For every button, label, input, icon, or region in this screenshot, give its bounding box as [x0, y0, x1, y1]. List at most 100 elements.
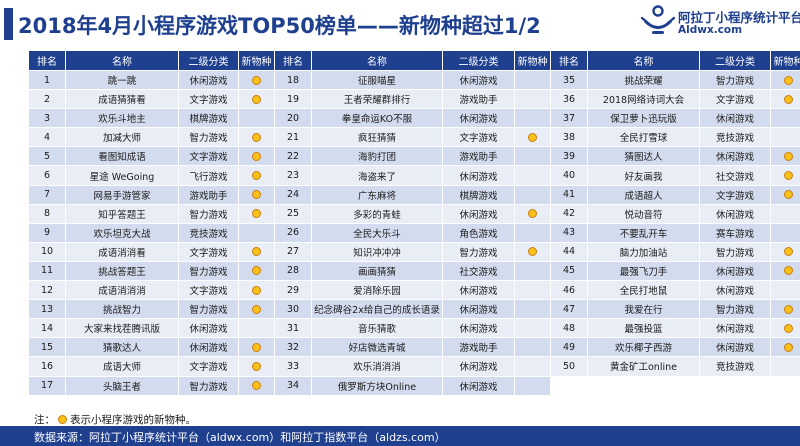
cell-new-species — [514, 356, 551, 377]
cell-rank: 12 — [28, 280, 66, 301]
cell-name: 多彩的青蛙 — [311, 203, 443, 224]
new-species-marker-icon — [252, 171, 261, 181]
cell-name: 疯狂猜猜 — [311, 127, 443, 148]
cell-new-species — [514, 89, 551, 110]
cell-rank: 33 — [274, 356, 312, 377]
cell-rank: 11 — [28, 260, 66, 282]
cell-new-species — [514, 375, 551, 396]
cell-new-species — [514, 222, 551, 243]
cell-category: 智力游戏 — [178, 127, 239, 148]
cell-category: 休闲游戏 — [442, 356, 515, 377]
cell-name: 全民打雪球 — [587, 127, 700, 148]
new-species-marker-icon — [252, 342, 261, 352]
column-header: 新物种 — [238, 50, 275, 71]
cell-name — [587, 375, 700, 396]
cell-new-species — [770, 69, 800, 91]
cell-name: 成语猜猜看 — [65, 89, 179, 110]
cell-category: 文字游戏 — [178, 89, 239, 110]
cell-rank: 43 — [550, 222, 588, 243]
cell-category: 休闲游戏 — [699, 203, 771, 224]
cell-new-species — [238, 356, 275, 377]
new-species-marker-icon — [784, 323, 793, 333]
page-title: 2018年4月小程序游戏TOP50榜单——新物种超过1/2 — [18, 14, 541, 38]
cell-new-species — [514, 299, 551, 320]
new-species-marker-icon — [252, 247, 261, 257]
new-species-marker-icon — [784, 342, 793, 352]
cell-category: 休闲游戏 — [442, 69, 515, 91]
cell-rank: 4 — [28, 127, 66, 148]
new-species-marker-icon — [252, 132, 261, 142]
brand-logo: 阿拉丁小程序统计平台 Aldwx.com — [640, 4, 800, 40]
cell-new-species — [238, 108, 275, 129]
cell-name: 成语消消看 — [65, 241, 179, 262]
new-species-marker-icon — [252, 285, 261, 295]
cell-new-species — [770, 108, 800, 129]
cell-category: 休闲游戏 — [699, 146, 771, 167]
cell-category: 休闲游戏 — [699, 318, 771, 339]
cell-rank: 42 — [550, 203, 588, 224]
table-row: 11 挑战答题王 智力游戏 28 画画猜猜 社交游戏 45 最强飞刀手 休闲游戏 — [28, 260, 800, 282]
cell-rank: 40 — [550, 165, 588, 186]
cell-name: 拳皇命运KO不服 — [311, 108, 443, 129]
cell-name: 大家来找茬腾讯版 — [65, 318, 179, 339]
cell-name: 我爱在行 — [587, 299, 700, 320]
cell-name: 好店微选青城 — [311, 337, 443, 358]
cell-rank: 16 — [28, 356, 66, 377]
cell-name: 爱消除乐园 — [311, 280, 443, 301]
table-row: 3 欢乐斗地主 棋牌游戏 20 拳皇命运KO不服 休闲游戏 37 保卫萝卜迅玩版 休闲游戏 — [28, 108, 800, 129]
cell-category: 棋牌游戏 — [178, 108, 239, 129]
cell-rank: 29 — [274, 280, 312, 301]
cell-name: 猜图达人 — [587, 146, 700, 167]
cell-category: 文字游戏 — [178, 241, 239, 262]
cell-new-species — [770, 299, 800, 320]
cell-name: 征服喵星 — [311, 69, 443, 91]
table-row: 15 猜歌达人 休闲游戏 32 好店微选青城 游戏助手 49 欢乐椰子西游 休闲游戏 — [28, 337, 800, 358]
cell-new-species — [238, 222, 275, 243]
new-species-marker-icon — [784, 304, 793, 314]
cell-name: 好友画我 — [587, 165, 700, 186]
new-species-marker-icon — [252, 151, 261, 161]
cell-category: 休闲游戏 — [442, 299, 515, 320]
cell-category: 休闲游戏 — [442, 318, 515, 339]
cell-name: 挑战答题王 — [65, 260, 179, 282]
table-row: 7 网易手游管家 游戏助手 24 广东麻将 棋牌游戏 41 成语超人 文字游戏 — [28, 184, 800, 205]
cell-category: 智力游戏 — [178, 203, 239, 224]
cell-new-species — [238, 299, 275, 320]
cell-rank: 31 — [274, 318, 312, 339]
cell-category: 社交游戏 — [699, 165, 771, 186]
column-header: 二级分类 — [699, 50, 771, 71]
cell-rank: 19 — [274, 89, 312, 110]
table-row: 12 成语消消消 文字游戏 29 爱消除乐园 休闲游戏 46 全民打地鼠 休闲游戏 — [28, 280, 800, 301]
cell-rank: 14 — [28, 318, 66, 339]
new-species-marker-icon — [252, 304, 261, 314]
cell-new-species — [770, 184, 800, 205]
note-text: 表示小程序游戏的新物种。 — [70, 414, 196, 426]
cell-name: 网易手游管家 — [65, 184, 179, 205]
new-species-marker-icon — [252, 381, 261, 391]
cell-name: 跳一跳 — [65, 69, 179, 91]
cell-name: 全民大乐斗 — [311, 222, 443, 243]
column-header: 排名 — [274, 50, 312, 71]
cell-name: 猜歌达人 — [65, 337, 179, 358]
cell-rank: 50 — [550, 356, 588, 377]
cell-category — [699, 375, 771, 396]
cell-rank: 20 — [274, 108, 312, 129]
table-header-row: 排名 名称 二级分类 新物种 排名 名称 二级分类 新物种 排名 名称 二级分类… — [28, 50, 800, 71]
cell-category: 休闲游戏 — [178, 337, 239, 358]
cell-rank: 7 — [28, 184, 66, 205]
cell-rank: 17 — [28, 375, 66, 396]
cell-rank: 10 — [28, 241, 66, 262]
data-source: 数据来源：阿拉丁小程序统计平台（aldwx.com）和阿拉丁指数平台（aldzs… — [34, 431, 446, 444]
cell-new-species — [238, 146, 275, 167]
cell-rank: 48 — [550, 318, 588, 339]
cell-rank: 41 — [550, 184, 588, 205]
brand-domain: Aldwx.com — [678, 24, 743, 36]
cell-name: 挑战智力 — [65, 299, 179, 320]
cell-category: 文字游戏 — [442, 127, 515, 148]
cell-name: 知识冲冲冲 — [311, 241, 443, 262]
cell-new-species — [238, 241, 275, 262]
cell-new-species — [514, 241, 551, 262]
new-species-marker-icon — [252, 94, 261, 104]
cell-new-species — [238, 89, 275, 110]
cell-category: 游戏助手 — [442, 146, 515, 167]
